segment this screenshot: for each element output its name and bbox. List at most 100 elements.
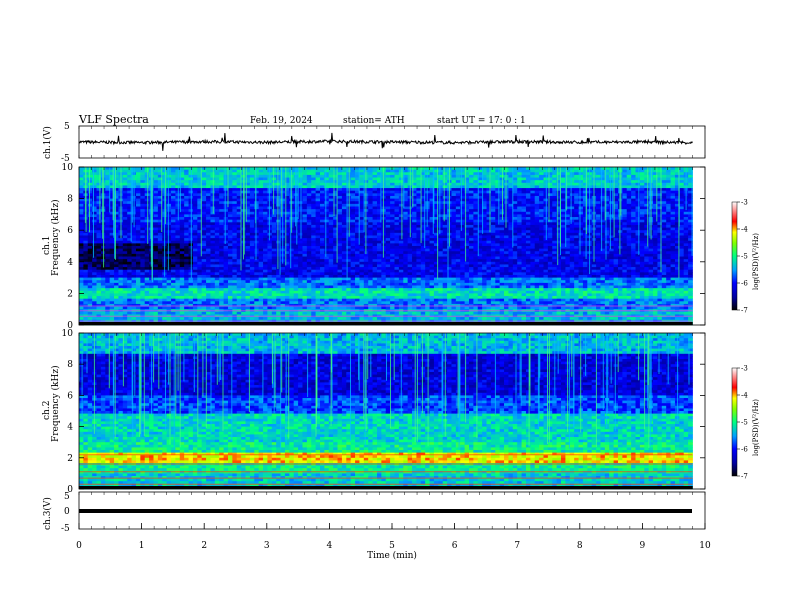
spectrogram-cell bbox=[372, 169, 378, 173]
spectrogram-cell bbox=[311, 298, 317, 302]
spectrogram-cell bbox=[359, 264, 365, 268]
spectrogram-cell bbox=[346, 203, 352, 207]
spectrogram-cell bbox=[258, 240, 264, 244]
spectrogram-cell bbox=[179, 246, 185, 250]
spectrogram-cell bbox=[171, 203, 176, 207]
spectrogram-cell bbox=[328, 301, 334, 305]
spectrogram-cell bbox=[337, 272, 343, 276]
spectrogram-cell bbox=[109, 298, 115, 302]
spectrogram-cell bbox=[311, 288, 317, 292]
spectrogram-cell bbox=[201, 193, 207, 197]
spectrogram-cell bbox=[100, 282, 106, 286]
spectrogram-cell bbox=[359, 209, 365, 213]
spectrogram-cell bbox=[284, 272, 290, 276]
spectrogram-cell bbox=[227, 172, 233, 176]
spectrogram-cell bbox=[118, 282, 124, 286]
spectrogram-cell bbox=[153, 280, 159, 284]
spectrogram-cell bbox=[249, 267, 255, 271]
spectrogram-cell bbox=[359, 303, 365, 307]
spectrogram-cell bbox=[429, 251, 435, 255]
spectrogram-cell bbox=[284, 201, 290, 205]
spectrogram-cell bbox=[407, 285, 413, 289]
spectrogram-cell bbox=[201, 188, 207, 192]
spectrogram-cell bbox=[140, 303, 146, 307]
spectrogram-cell bbox=[135, 274, 141, 278]
spectrogram-cell bbox=[438, 259, 444, 263]
spectrogram-cell bbox=[122, 180, 128, 184]
spectrogram-cell bbox=[324, 182, 330, 186]
spectrogram-cell bbox=[144, 219, 150, 223]
spectrogram-cell bbox=[175, 193, 181, 197]
spectrogram-cell bbox=[271, 172, 277, 176]
spectrogram-cell bbox=[341, 269, 347, 273]
spectrogram-cell bbox=[131, 293, 137, 297]
spectrogram-cell bbox=[298, 256, 303, 260]
spectrogram-cell bbox=[438, 251, 444, 255]
spectrogram-cell bbox=[214, 288, 220, 292]
spectrogram-cell bbox=[105, 269, 111, 273]
spectrogram-cell bbox=[284, 298, 290, 302]
spectrogram-cell bbox=[96, 303, 102, 307]
spectrogram-cell bbox=[140, 261, 146, 265]
spectrogram-cell bbox=[114, 301, 119, 305]
spectrogram-cell bbox=[363, 303, 369, 307]
spectrogram-cell bbox=[381, 267, 387, 271]
spectrogram-cell bbox=[114, 285, 119, 289]
spectrogram-cell bbox=[219, 303, 224, 307]
spectrogram-cell bbox=[127, 219, 132, 223]
spectrogram-cell bbox=[346, 188, 352, 192]
spectrogram-cell bbox=[92, 290, 97, 294]
spectrogram-cell bbox=[298, 248, 303, 252]
spectrogram-cell bbox=[368, 232, 373, 236]
spectrogram-cell bbox=[416, 264, 422, 268]
spectrogram-cell bbox=[302, 293, 308, 297]
spectrogram-cell bbox=[254, 311, 260, 315]
spectrogram-cell bbox=[429, 282, 435, 286]
spectrogram-cell bbox=[416, 240, 422, 244]
spectrogram-cell bbox=[166, 182, 172, 186]
spectrogram-cell bbox=[254, 193, 260, 197]
spectrogram-cell bbox=[114, 172, 119, 176]
spectrogram-cell bbox=[227, 235, 233, 239]
spectrogram-cell bbox=[144, 264, 150, 268]
spectrogram-cell bbox=[166, 301, 172, 305]
spectrogram-cell bbox=[109, 261, 115, 265]
spectrogram-cell bbox=[403, 269, 409, 273]
spectrogram-cell bbox=[284, 251, 290, 255]
spectrogram-cell bbox=[433, 188, 439, 192]
spectrogram-cell bbox=[429, 269, 435, 273]
spectrogram-cell bbox=[359, 243, 365, 247]
spectrogram-cell bbox=[140, 235, 146, 239]
spectrogram-cell bbox=[311, 264, 317, 268]
spectrogram-cell bbox=[433, 274, 439, 278]
spectrogram-cell bbox=[328, 174, 334, 178]
spectrogram-cell bbox=[328, 227, 334, 231]
spectrogram-cell bbox=[390, 182, 395, 186]
spectrogram-cell bbox=[192, 285, 198, 289]
spectrogram-cell bbox=[214, 198, 220, 202]
spectrogram-cell bbox=[118, 290, 124, 294]
spectrogram-cell bbox=[267, 253, 273, 257]
spectrogram-cell bbox=[254, 219, 260, 223]
spectrogram-cell bbox=[337, 211, 343, 215]
spectrogram-cell bbox=[390, 201, 395, 205]
spectrogram-cell bbox=[315, 235, 321, 239]
spectrogram-cell bbox=[267, 256, 273, 260]
spectrogram-cell bbox=[276, 182, 281, 186]
spectrogram-cell bbox=[429, 267, 435, 271]
spectrogram-cell bbox=[429, 264, 435, 268]
spectrogram-cell bbox=[109, 277, 115, 281]
spectrogram-cell bbox=[219, 296, 224, 300]
spectrogram-cell bbox=[407, 280, 413, 284]
spectrogram-cell bbox=[390, 222, 395, 226]
spectrogram-cell bbox=[140, 306, 146, 310]
spectrogram-cell bbox=[355, 211, 360, 215]
spectrogram-cell bbox=[109, 293, 115, 297]
spectrogram-cell bbox=[96, 232, 102, 236]
spectrogram-cell bbox=[390, 285, 395, 289]
spectrogram-cell bbox=[245, 222, 251, 226]
spectrogram-cell bbox=[433, 172, 439, 176]
spectrogram-cell bbox=[83, 264, 89, 268]
spectrogram-cell bbox=[341, 296, 347, 300]
spectrogram-cell bbox=[214, 267, 220, 271]
